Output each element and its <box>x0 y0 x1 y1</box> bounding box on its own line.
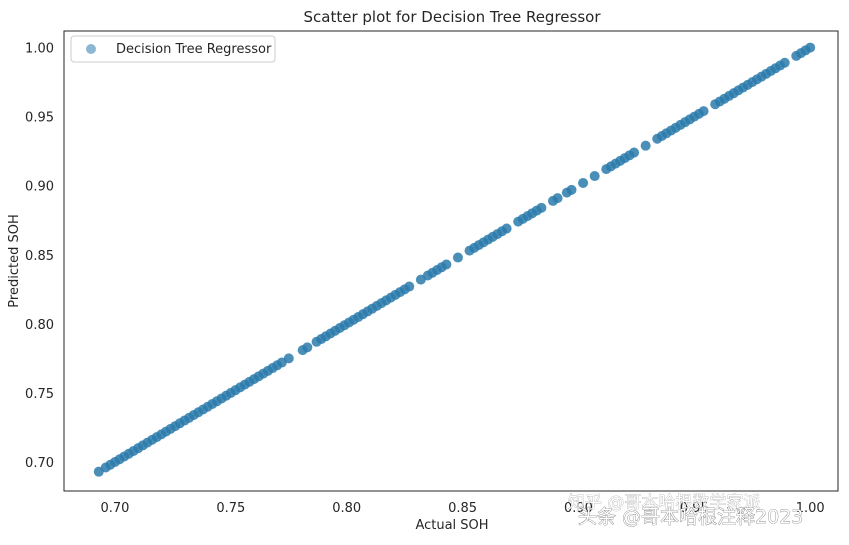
legend: Decision Tree Regressor <box>70 35 276 63</box>
data-point <box>589 171 600 182</box>
data-point <box>283 353 294 364</box>
chart-title: Scatter plot for Decision Tree Regressor <box>304 8 602 26</box>
data-point <box>536 202 547 213</box>
x-axis-label: Actual SOH <box>415 518 488 533</box>
legend-box <box>70 35 276 63</box>
data-point <box>441 259 452 270</box>
y-tick-label: 0.95 <box>25 111 54 126</box>
x-tick-label: 0.70 <box>101 501 130 516</box>
data-point <box>566 184 577 195</box>
y-tick-label: 0.70 <box>25 456 54 471</box>
x-tick-label: 0.75 <box>216 501 245 516</box>
x-tick-label: 0.95 <box>680 501 709 516</box>
data-point <box>698 106 709 117</box>
data-point <box>404 281 415 292</box>
x-tick-labels: 0.70 0.75 0.80 0.85 0.90 0.95 1.00 <box>101 501 825 516</box>
data-point <box>552 193 563 204</box>
data-point <box>779 57 790 68</box>
data-point <box>578 177 589 188</box>
legend-marker <box>86 44 96 54</box>
watermark-line-1: 知乎 @哥本哈根数学家派 <box>568 493 760 513</box>
data-point <box>501 223 512 234</box>
watermark-line-2: 头条 @哥本哈根注释2023 <box>578 506 803 528</box>
y-tick-label: 0.85 <box>25 249 54 264</box>
data-point <box>452 252 463 263</box>
y-tick-label: 1.00 <box>25 42 54 57</box>
x-tick-label: 0.90 <box>564 501 593 516</box>
x-tick-label: 0.85 <box>448 501 477 516</box>
points-layer <box>93 42 816 477</box>
legend-label: Decision Tree Regressor <box>116 42 272 57</box>
data-point <box>302 342 313 353</box>
y-tick-label: 0.80 <box>25 318 54 333</box>
x-tick-label: 1.00 <box>796 501 825 516</box>
data-point <box>805 42 816 53</box>
y-tick-labels: 0.70 0.75 0.80 0.85 0.90 0.95 1.00 <box>25 42 54 471</box>
data-point <box>629 147 640 158</box>
x-tick-label: 0.80 <box>332 501 361 516</box>
y-axis-label: Predicted SOH <box>7 214 22 307</box>
y-tick-label: 0.90 <box>25 180 54 195</box>
y-tick-label: 0.75 <box>25 387 54 402</box>
data-point <box>640 140 651 151</box>
